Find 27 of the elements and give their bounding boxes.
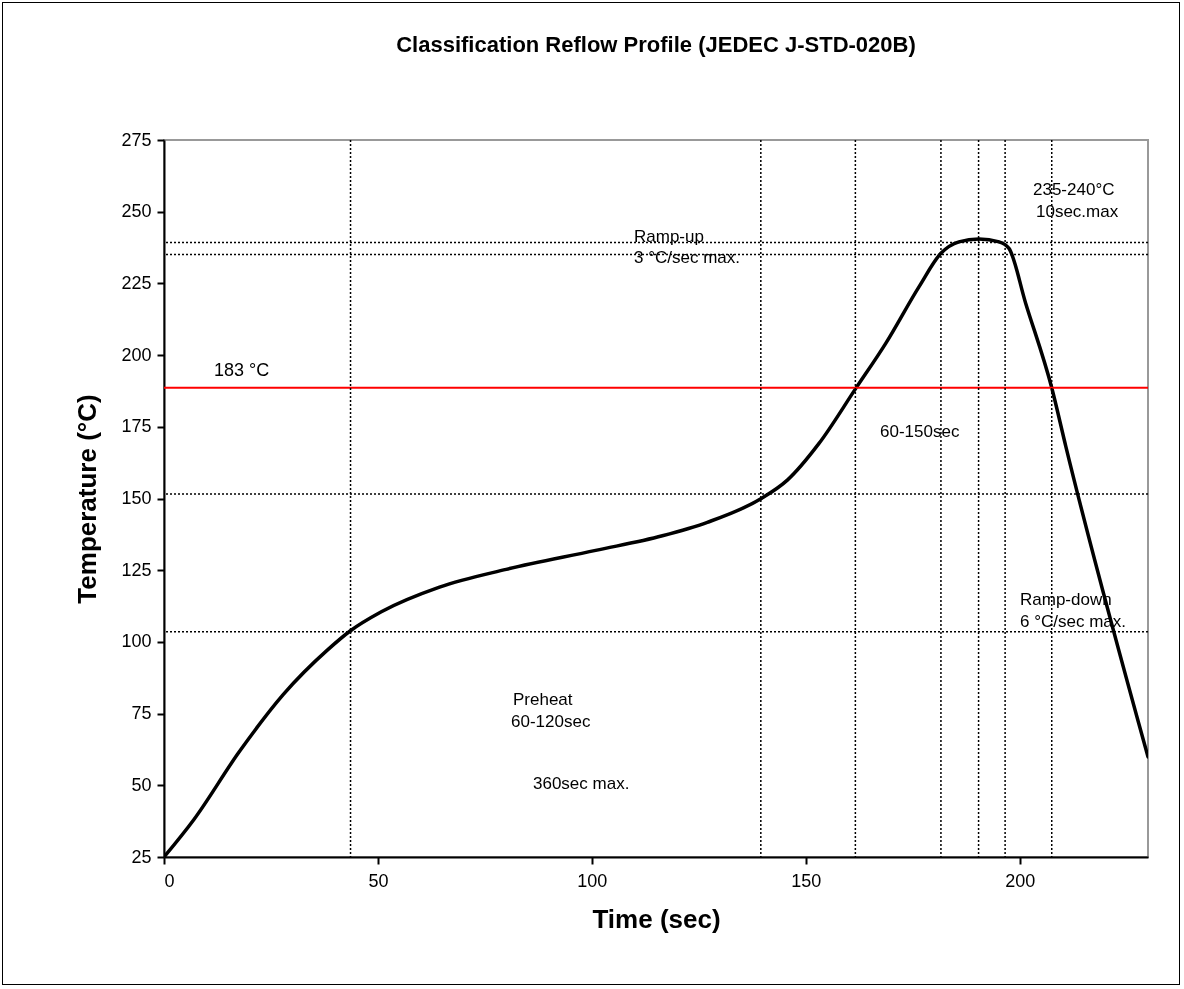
annotation: 60-150sec <box>880 422 960 441</box>
y-tick-label: 100 <box>121 631 152 652</box>
annotation: 60-120sec <box>511 712 591 731</box>
y-tick-label: 75 <box>131 703 152 724</box>
y-tick-label: 150 <box>121 488 152 508</box>
x-tick-label: 200 <box>1005 870 1036 891</box>
ref-line-label: 183 °C <box>214 359 270 380</box>
annotation: 235-240°C <box>1033 180 1115 199</box>
chart-title: Classification Reflow Profile (JEDEC J-STD-020B) <box>396 32 916 57</box>
y-tick-label: 25 <box>131 846 152 867</box>
y-tick-label: 250 <box>121 201 152 222</box>
y-tick-label: 275 <box>121 129 152 150</box>
y-tick-label: 125 <box>121 559 152 580</box>
x-tick-label: 50 <box>368 870 389 891</box>
y-tick-label: 50 <box>131 774 152 795</box>
annotation: Preheat <box>513 690 573 709</box>
annotation: Ramp-up <box>634 227 704 246</box>
y-tick-label: 200 <box>121 344 152 365</box>
y-tick-label: 225 <box>121 272 152 293</box>
annotation: 360sec max. <box>533 774 630 793</box>
x-tick-label: 100 <box>577 870 608 891</box>
x-tick-label: 0 <box>164 870 175 891</box>
y-tick-label: 175 <box>121 416 152 437</box>
annotation: 10sec.max <box>1036 202 1119 221</box>
y-axis-title: Temperature (°C) <box>72 394 103 604</box>
x-axis-title: Time (sec) <box>592 903 721 934</box>
x-tick-label: 150 <box>791 870 822 891</box>
